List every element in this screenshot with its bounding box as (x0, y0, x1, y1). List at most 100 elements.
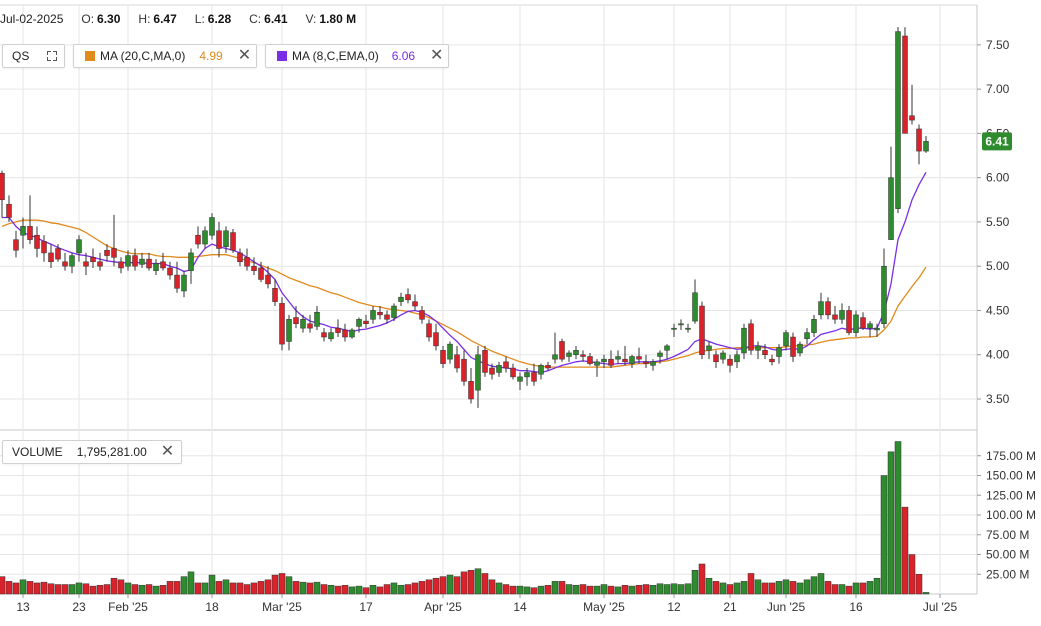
candle-body (832, 314, 838, 320)
close-value: 6.41 (264, 12, 288, 26)
candle-body (741, 327, 747, 354)
candle-body (209, 217, 215, 236)
candle-body (286, 319, 292, 342)
candle-body (454, 354, 460, 369)
volume-bar (698, 563, 706, 595)
volume-bar (257, 581, 265, 595)
volume-bar (747, 573, 755, 595)
volume-bar (68, 584, 76, 595)
ma8-swatch (277, 51, 287, 61)
volume-bar (306, 582, 314, 595)
volume-bar (481, 573, 489, 595)
candle-body (524, 372, 530, 378)
candle-body (629, 356, 635, 364)
candle-body (0, 172, 5, 201)
candle-body (706, 345, 712, 351)
ma20-value: 4.99 (199, 49, 223, 63)
x-tick-label: Apr '25 (424, 600, 462, 614)
grid (0, 4, 978, 595)
volume-bar (250, 582, 258, 595)
candle-body (300, 319, 306, 329)
volume-bar (509, 585, 517, 595)
price-tick-label: 3.50 (986, 392, 1010, 406)
candle-body (174, 274, 180, 289)
price-tick-label: 6.00 (986, 171, 1010, 185)
candle-body (720, 352, 726, 360)
candle-body (97, 261, 103, 267)
volume-bar (495, 582, 503, 595)
ma20-legend[interactable]: MA (20,C,MA,0) 4.99 ✕ (73, 44, 257, 68)
volume-tick-label: 50.00 M (986, 548, 1029, 562)
candle-body (643, 361, 649, 364)
candle-body (405, 294, 411, 301)
volume-bar (922, 592, 930, 595)
volume-bar (740, 581, 748, 595)
volume-bar (586, 585, 594, 595)
candle-body (552, 354, 558, 360)
candle-body (916, 128, 922, 152)
x-tick-label: 13 (16, 600, 30, 614)
volume-bar (859, 582, 867, 595)
candle-body (307, 323, 313, 329)
candle-body (370, 310, 376, 320)
candle-body (398, 296, 404, 302)
price-tick-label: 5.50 (986, 215, 1010, 229)
candle-body (118, 261, 124, 269)
candle-body (20, 226, 26, 236)
ma8-label: MA (8,C,EMA,0) (292, 49, 379, 63)
candle-body (902, 35, 908, 134)
volume-bar (684, 583, 692, 595)
close-icon[interactable]: ✕ (160, 443, 175, 460)
close-icon[interactable]: ✕ (237, 47, 252, 64)
x-tick-label: 21 (723, 600, 737, 614)
candle-body (272, 288, 278, 302)
candle-body (188, 252, 194, 271)
volume-bar (278, 573, 286, 595)
volume-tick-label: 175.00 M (986, 449, 1036, 463)
volume-tick-label: 25.00 M (986, 567, 1029, 581)
volume-bar (572, 585, 580, 595)
ma8-legend[interactable]: MA (8,C,EMA,0) 6.06 ✕ (265, 44, 449, 68)
candle-body (356, 319, 362, 327)
candle-body (734, 354, 740, 363)
candle-body (349, 329, 355, 338)
candle-body (594, 361, 600, 366)
volume-bar (614, 586, 622, 595)
symbol-legend[interactable]: QS (2, 44, 65, 68)
volume-bar (334, 585, 342, 595)
volume-bar (327, 585, 335, 595)
candle-body (258, 267, 264, 280)
candle-body (181, 274, 187, 292)
volume-bar (467, 570, 475, 595)
candle-body (818, 301, 824, 316)
close-label: C: (249, 12, 262, 26)
volume-bar (180, 576, 188, 595)
volume-bar (810, 576, 818, 595)
volume-bar (775, 581, 783, 595)
candle-body (622, 358, 628, 363)
candle-body (874, 327, 880, 331)
candle-body (587, 356, 593, 364)
open-label: O: (81, 12, 95, 26)
candle-body (566, 352, 572, 357)
volume-bar (117, 579, 125, 595)
volume-bar (663, 584, 671, 595)
close-icon[interactable]: ✕ (430, 47, 444, 64)
volume-bar (425, 579, 433, 595)
candle-body (139, 258, 145, 265)
volume-bar (124, 582, 132, 595)
volume-legend[interactable]: VOLUME 1,795,281.00 ✕ (2, 440, 182, 464)
candle-body (90, 257, 96, 263)
volume-bar (579, 584, 587, 595)
expand-icon[interactable] (47, 51, 58, 61)
volume-bar (82, 583, 90, 595)
volume-bar (285, 576, 293, 595)
volume-bar (677, 584, 685, 595)
volume-label: V: (305, 12, 317, 26)
x-tick-label: 12 (667, 600, 681, 614)
candle-body (503, 361, 509, 369)
volume-bar (656, 583, 664, 595)
volume-bar (551, 581, 559, 595)
volume-bar (915, 574, 923, 595)
